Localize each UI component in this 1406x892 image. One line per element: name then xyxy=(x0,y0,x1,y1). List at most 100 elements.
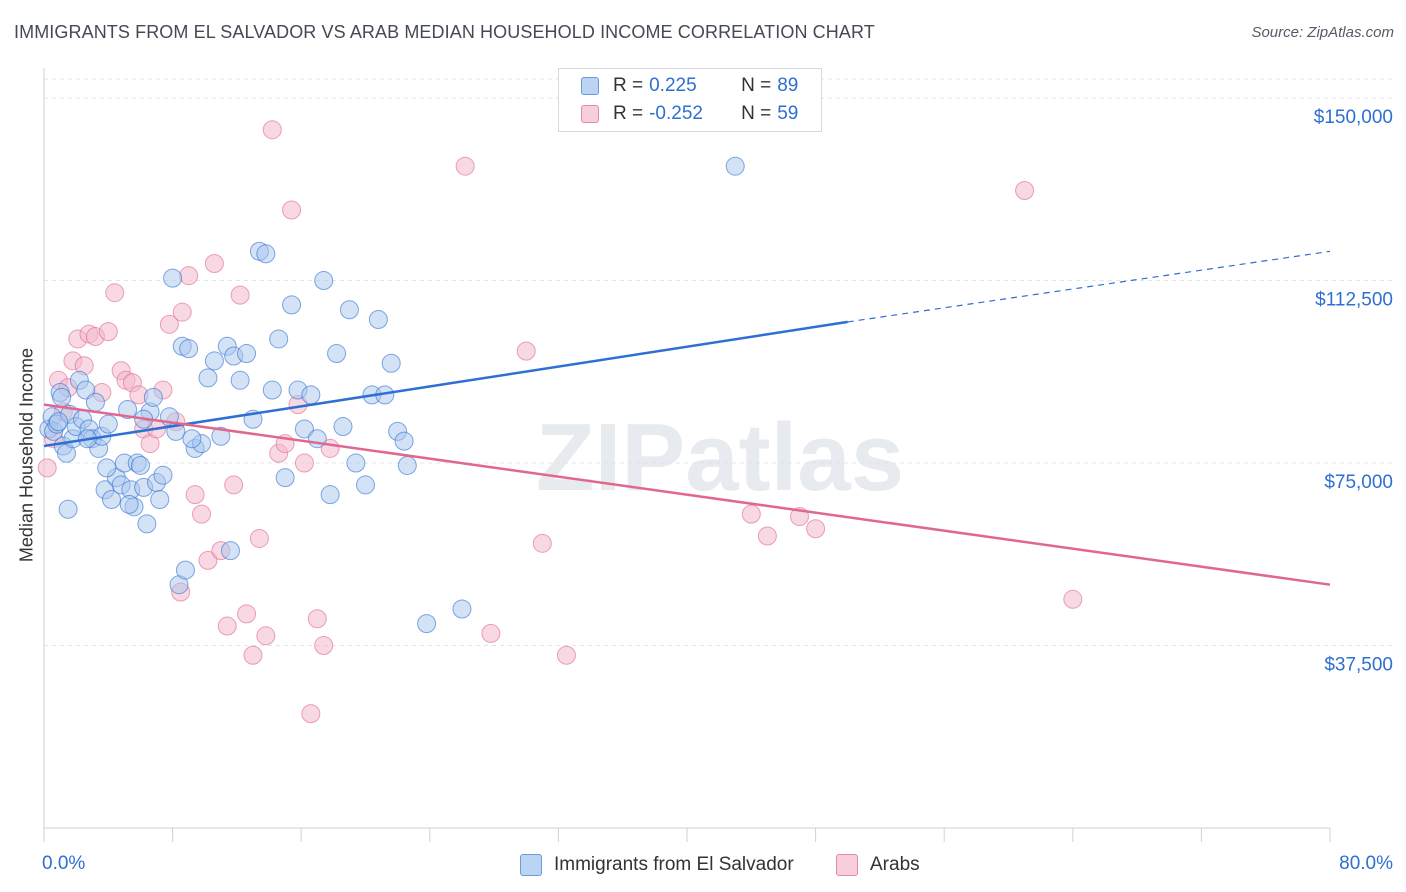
arabs-point xyxy=(185,485,205,505)
r-value: -0.252 xyxy=(649,103,703,124)
el-salvador-point xyxy=(339,300,359,320)
n-label: N = xyxy=(741,103,772,124)
y-tick-labels: $37,500 $75,000 $112,500 $150,000 xyxy=(1314,107,1393,675)
el-salvador-trend xyxy=(43,320,848,448)
arabs-point xyxy=(1063,589,1083,609)
arabs-point xyxy=(532,533,552,553)
r-value: 0.225 xyxy=(649,75,697,96)
arabs-point xyxy=(98,322,118,342)
el-salvador-point xyxy=(394,431,414,451)
arabs-point xyxy=(307,609,327,629)
el-salvador-point xyxy=(137,514,157,534)
arabs-point xyxy=(757,526,777,546)
y-axis-label: Median Household Income xyxy=(16,347,37,563)
el-salvador-point xyxy=(269,329,289,349)
arabs-point xyxy=(159,314,179,334)
el-salvador-point xyxy=(230,370,250,390)
el-salvador-trend-extension xyxy=(847,250,1331,323)
y-tick-label: $37,500 xyxy=(1324,655,1393,676)
x-tick-label: 0.0% xyxy=(42,853,85,874)
arabs-point xyxy=(37,458,57,478)
arabs-point xyxy=(481,623,501,643)
el-salvador-point xyxy=(179,339,199,359)
arabs-point xyxy=(105,283,125,303)
arabs-point xyxy=(198,550,218,570)
source-note: Source: ZipAtlas.com xyxy=(1251,24,1394,41)
y-tick-label: $75,000 xyxy=(1324,472,1393,493)
el-salvador-point xyxy=(320,485,340,505)
arabs-trend xyxy=(43,403,1331,586)
el-salvador-point xyxy=(182,429,202,449)
legend-item-arabs: Arabs xyxy=(836,852,920,878)
el-salvador-point xyxy=(381,353,401,373)
el-salvador-point xyxy=(368,309,388,329)
el-salvador-point xyxy=(58,499,78,519)
el-salvador-point xyxy=(98,414,118,434)
n-value: 89 xyxy=(777,75,799,96)
el-salvador-point xyxy=(417,614,437,634)
y-tick-label: $150,000 xyxy=(1314,107,1393,128)
el-salvador-point xyxy=(275,468,295,488)
arabs-point xyxy=(516,341,536,361)
arabs-point xyxy=(741,504,761,524)
el-salvador-point xyxy=(130,455,150,475)
el-salvador-point xyxy=(102,490,122,510)
trend-lines xyxy=(43,250,1331,586)
el-salvador-point xyxy=(237,344,257,364)
el-salvador-point xyxy=(452,599,472,619)
y-tick-label: $112,500 xyxy=(1315,290,1393,311)
arabs-point xyxy=(237,604,257,624)
el-salvador-point xyxy=(256,244,276,264)
el-salvador-point xyxy=(301,385,321,405)
el-salvador-point xyxy=(294,419,314,439)
arabs-point xyxy=(192,504,212,524)
arabs-point xyxy=(249,528,269,548)
arabs-point xyxy=(556,645,576,665)
arabs-point xyxy=(282,200,302,220)
arabs-point xyxy=(243,645,263,665)
arabs-point xyxy=(179,266,199,286)
arabs-point xyxy=(455,156,475,176)
arabs-point xyxy=(230,285,250,305)
r-label: R = xyxy=(613,75,644,96)
el-salvador-point xyxy=(314,271,334,291)
x-tick-labels: 0.0% 80.0% xyxy=(42,853,1393,874)
el-salvador-point xyxy=(143,387,163,407)
el-salvador-point xyxy=(198,368,218,388)
legend-label: Arabs xyxy=(870,854,920,875)
chart-title: IMMIGRANTS FROM EL SALVADOR VS ARAB MEDI… xyxy=(14,22,875,42)
el-salvador-point xyxy=(211,426,231,446)
el-salvador-point xyxy=(262,380,282,400)
el-salvador-point xyxy=(97,458,117,478)
x-tick-label: 80.0% xyxy=(1339,853,1393,874)
arabs-point xyxy=(1015,181,1035,201)
el-salvador-point xyxy=(150,490,170,510)
arabs-point xyxy=(314,636,334,656)
arabs-point xyxy=(294,453,314,473)
el-salvador-point xyxy=(333,417,353,437)
el-salvador-point xyxy=(153,465,173,485)
el-salvador-point xyxy=(346,453,366,473)
arabs-point xyxy=(256,626,276,646)
blue-swatch xyxy=(581,77,599,95)
blue-swatch xyxy=(520,854,542,876)
arabs-point xyxy=(224,475,244,495)
el-salvador-point xyxy=(163,268,183,288)
arabs-point xyxy=(204,254,224,274)
legend-item-el-salvador: Immigrants from El Salvador xyxy=(520,852,794,878)
axes xyxy=(43,68,1331,842)
legend-row-arabs: R = -0.252 N = 59 xyxy=(581,101,798,127)
el-salvador-point xyxy=(175,560,195,580)
arabs-point xyxy=(806,519,826,539)
el-salvador-point xyxy=(48,412,68,432)
legend-label: Immigrants from El Salvador xyxy=(554,854,794,875)
el-salvador-point xyxy=(397,455,417,475)
arabs-point xyxy=(217,616,237,636)
el-salvador-point xyxy=(85,392,105,412)
el-salvador-point xyxy=(356,475,375,495)
el-salvador-point xyxy=(52,387,72,407)
arabs-point xyxy=(301,704,321,724)
el-salvador-point xyxy=(725,156,745,176)
el-salvador-point xyxy=(204,351,224,371)
el-salvador-point xyxy=(327,344,347,364)
